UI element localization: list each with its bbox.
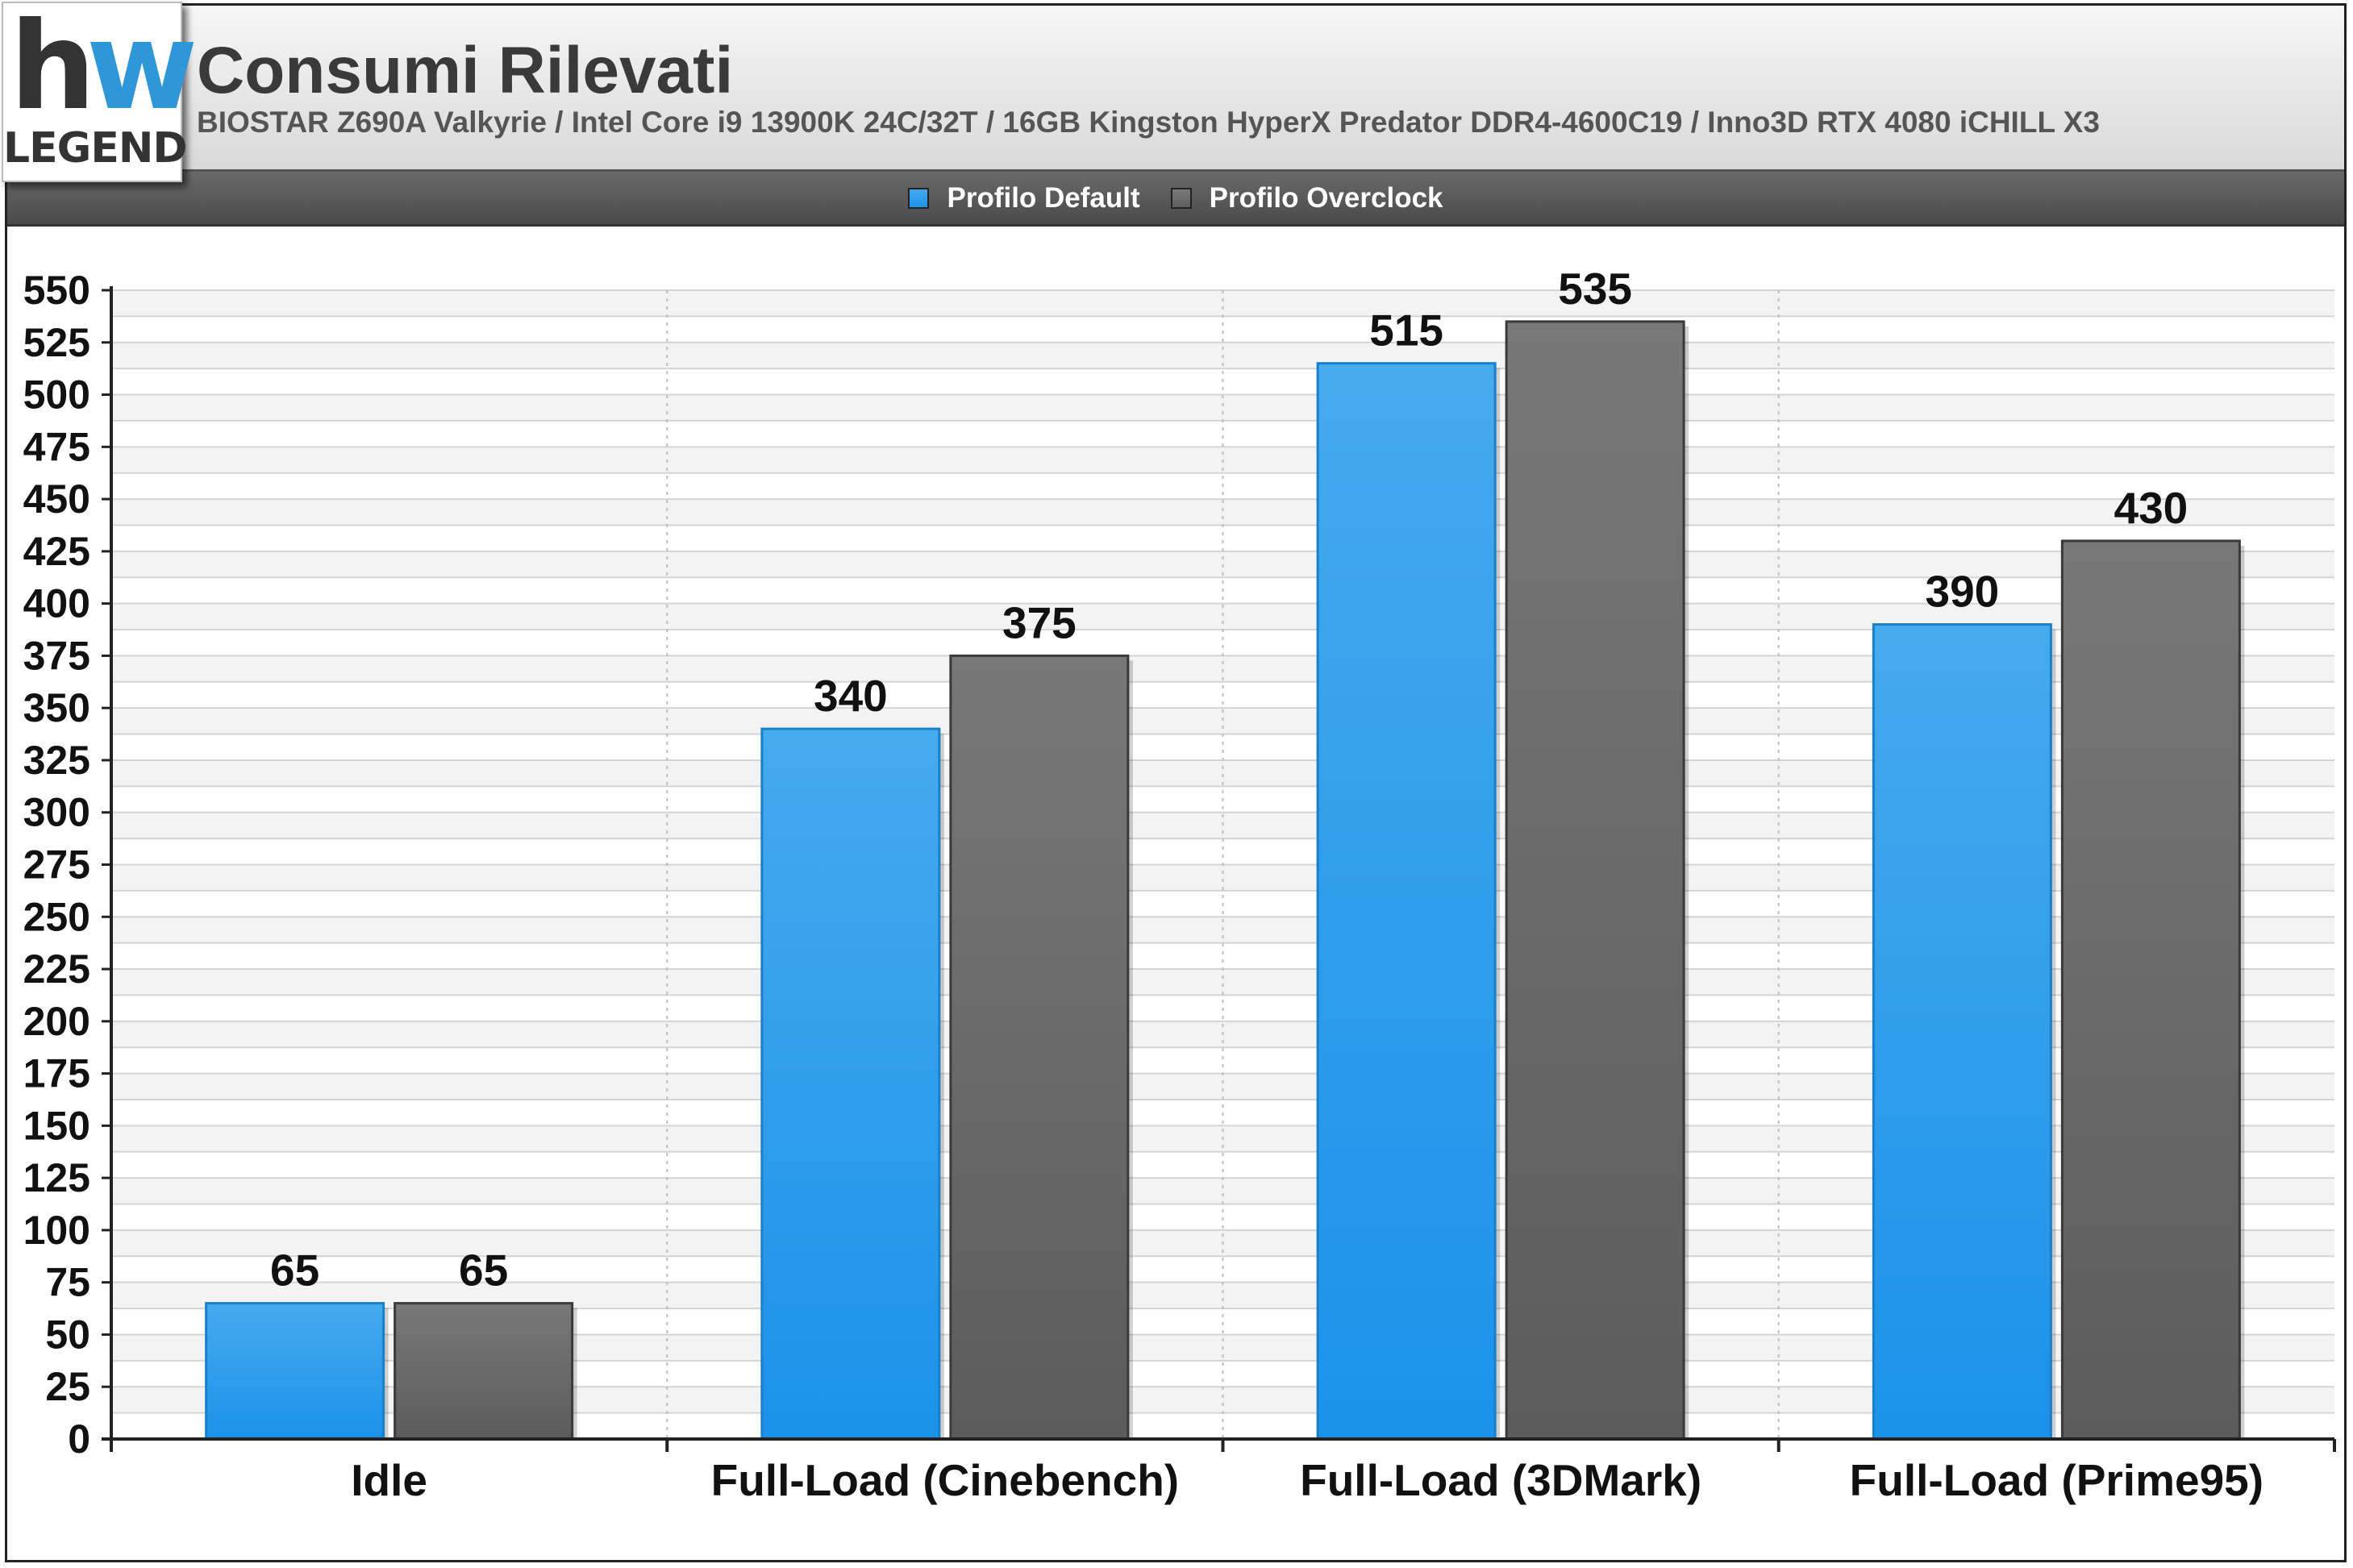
legend-swatch-default: [908, 187, 930, 209]
value-label: 65: [270, 1246, 319, 1296]
y-tick-label: 475: [23, 424, 90, 469]
value-labels: 65 65 340 375 515 535 390 430: [270, 264, 2188, 1296]
y-tick-label: 200: [23, 999, 90, 1044]
value-label: 65: [459, 1246, 508, 1296]
y-tick-label: 125: [23, 1155, 90, 1200]
y-tick-label: 525: [23, 320, 90, 365]
value-label: 515: [1369, 306, 1443, 356]
bar-overclock-1: [949, 654, 1130, 1441]
bar-default-3: [1872, 623, 2052, 1441]
legend-label-default: Profilo Default: [947, 181, 1140, 214]
logo-mark-icon: hw: [10, 0, 198, 137]
y-tick-label: 300: [23, 790, 90, 835]
y-tick-label: 375: [23, 633, 90, 678]
bar-overclock-3: [2060, 539, 2241, 1441]
y-tick-label: 550: [23, 268, 90, 313]
bar-overclock-2: [1505, 320, 1685, 1441]
bar-overclock-0: [394, 1302, 574, 1441]
bars: [205, 320, 2245, 1441]
y-tick-label: 425: [23, 529, 90, 574]
value-label: 390: [1925, 567, 1999, 617]
logo-text: LEGEND: [3, 124, 188, 173]
grid-band: [111, 499, 2334, 526]
x-axis-label: Full-Load (Cinebench): [711, 1455, 1180, 1505]
value-label: 430: [2114, 483, 2188, 533]
axes: [102, 286, 2336, 1452]
grid-band: [111, 394, 2334, 421]
legend-item-overclock: Profilo Overclock: [1170, 181, 1443, 214]
value-label: 340: [814, 671, 888, 721]
y-tick-label: 500: [23, 372, 90, 418]
value-label: 375: [1002, 597, 1077, 647]
x-axis-label: Idle: [351, 1455, 427, 1505]
bar-default-2: [1316, 362, 1497, 1441]
y-tick-label: 325: [23, 738, 90, 783]
legend-swatch-overclock: [1170, 187, 1192, 209]
legend-item-default: Profilo Default: [908, 181, 1140, 214]
bar-default-1: [760, 727, 941, 1441]
y-tick-label: 25: [45, 1364, 90, 1409]
grid-band: [111, 290, 2334, 317]
x-axis-label: Full-Load (Prime95): [1850, 1455, 2263, 1505]
legend: Profilo Default Profilo Overclock: [7, 172, 2344, 227]
chart-header: Consumi Rilevati BIOSTAR Z690A Valkyrie …: [7, 6, 2344, 172]
y-tick-label: 150: [23, 1103, 90, 1148]
y-tick-label: 100: [23, 1208, 90, 1253]
value-label: 535: [1558, 264, 1632, 314]
y-tick-label: 450: [23, 476, 90, 522]
y-axis-labels: 0 25 50 75 100 125 150 175 200 225 250 275 300 325 350…: [23, 268, 90, 1462]
y-tick-label: 250: [23, 894, 90, 939]
legend-label-overclock: Profilo Overclock: [1209, 181, 1443, 214]
bar-default-0: [205, 1302, 385, 1441]
y-tick-label: 275: [23, 842, 90, 888]
chart-subtitle: BIOSTAR Z690A Valkyrie / Intel Core i9 1…: [197, 106, 2100, 139]
y-tick-label: 75: [45, 1260, 90, 1305]
category-separators: [666, 290, 1780, 1439]
hwlegend-logo: hw LEGEND: [2, 2, 198, 182]
x-axis-labels: Idle Full-Load (Cinebench) Full-Load (3DMa…: [351, 1455, 2263, 1505]
y-tick-label: 175: [23, 1051, 90, 1096]
y-tick-label: 350: [23, 685, 90, 730]
y-tick-label: 225: [23, 946, 90, 992]
y-tick-label: 0: [68, 1416, 90, 1462]
chart-title: Consumi Rilevati: [197, 34, 734, 107]
y-tick-label: 50: [45, 1312, 90, 1357]
x-axis-label: Full-Load (3DMark): [1300, 1455, 1701, 1505]
y-tick-label: 400: [23, 581, 90, 626]
